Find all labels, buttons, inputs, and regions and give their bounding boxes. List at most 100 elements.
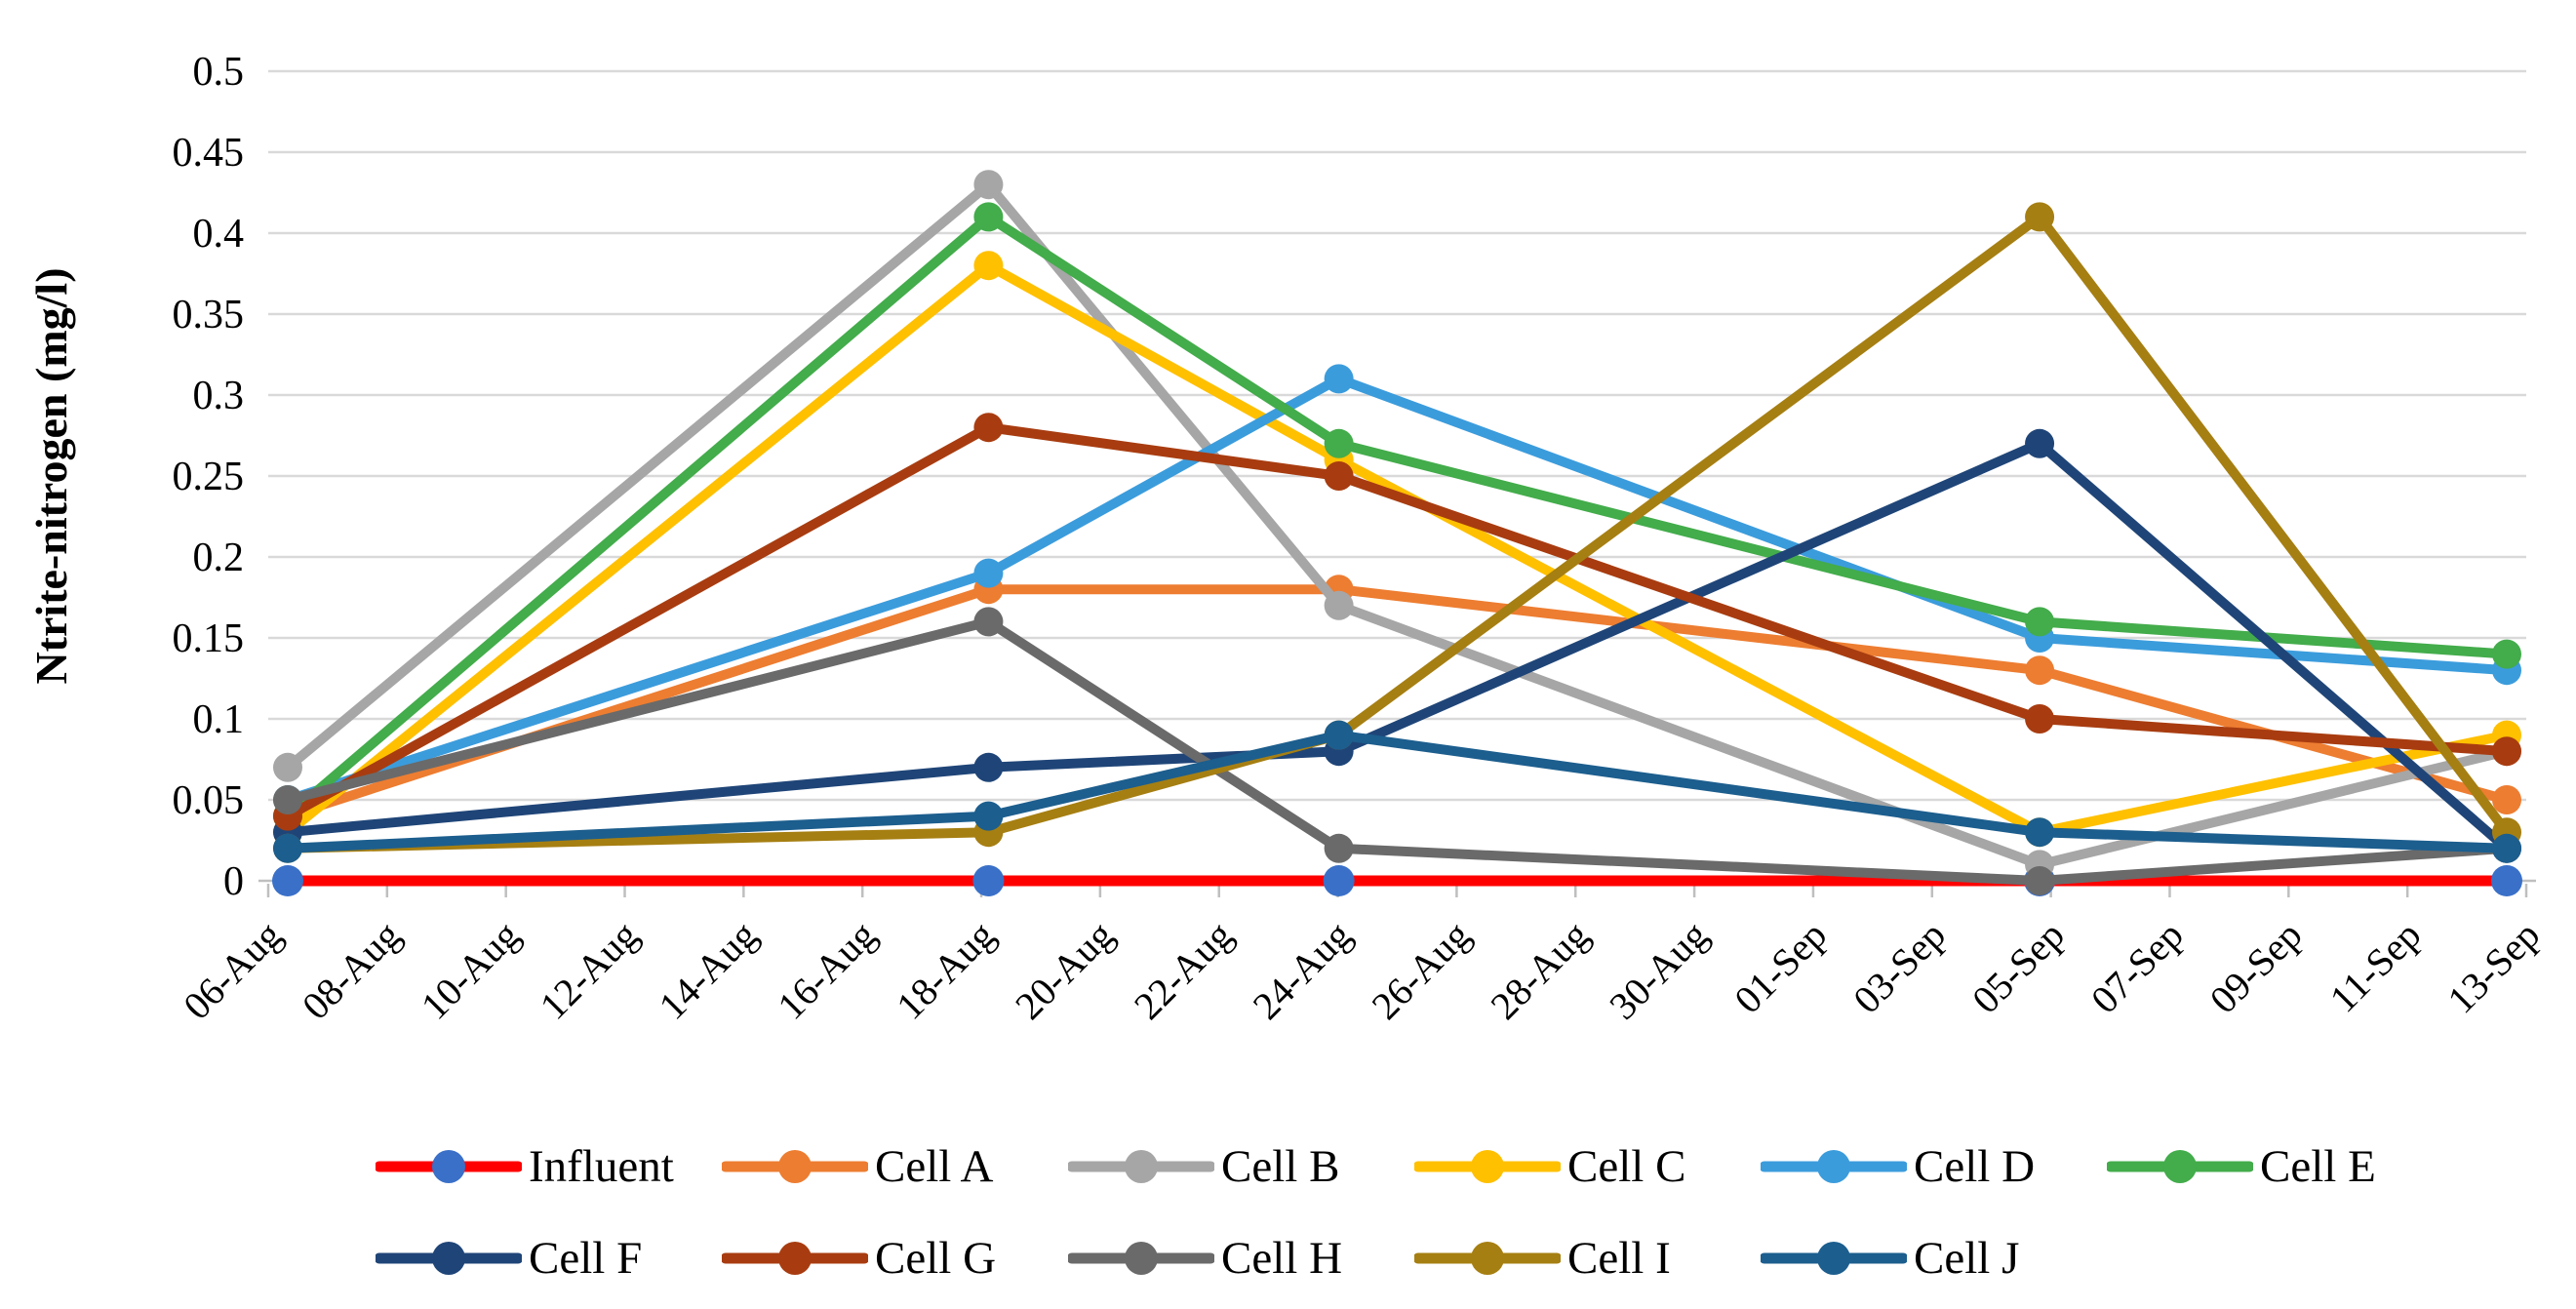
x-tick-label: 10-Aug [413,913,528,1028]
x-tick-label: 01-Sep [1725,913,1835,1022]
x-axis: 06-Aug 08-Aug 10-Aug 12-Aug 14-Aug 16-Aug 18-A… [175,879,2548,1028]
legend-label: Cell D [1914,1141,2036,1192]
y-tick-label: 0.3 [193,374,245,418]
legend-label: Cell H [1221,1233,1343,1284]
data-point [2025,428,2055,458]
legend-label: Influent [529,1141,674,1192]
data-point [273,833,302,863]
legend-label: Cell J [1914,1233,2020,1284]
data-point [973,251,1004,281]
data-point [2492,833,2521,863]
legend-marker-cell-a [722,1150,868,1183]
legend-item-influent: Influent [376,1132,722,1201]
legend-item-cell-j: Cell J [1761,1224,2107,1292]
x-tick-label: 20-Aug [1007,913,1122,1028]
y-tick-label: 0.5 [193,50,245,95]
legend-item-cell-g: Cell G [722,1224,1068,1292]
x-tick-label: 24-Aug [1245,913,1360,1028]
y-tick-label: 0.35 [173,293,245,337]
data-point [1324,364,1354,394]
data-point [272,865,303,896]
legend-item-cell-h: Cell H [1068,1224,1414,1292]
legend-item-cell-c: Cell C [1414,1132,1761,1201]
legend-marker-cell-b [1068,1150,1214,1183]
data-point [1324,461,1354,491]
x-tick-label: 14-Aug [650,913,765,1028]
legend-label: Cell A [875,1141,994,1192]
legend-label: Cell C [1567,1141,1686,1192]
x-tick-label: 08-Aug [294,913,409,1028]
data-point [2025,655,2055,686]
y-tick-label: 0.05 [173,778,245,823]
legend-marker-influent [376,1150,522,1183]
series-cell-j [273,720,2521,863]
data-point [973,558,1004,588]
legend-row-1: Influent Cell A Cell B Cell C Cell D Cell E [376,1132,2453,1201]
x-tick-label: 11-Sep [2321,913,2430,1021]
legend-item-cell-i: Cell I [1414,1224,1761,1292]
x-tick-label: 09-Sep [2201,913,2311,1022]
data-point [2025,202,2055,232]
data-point [973,170,1004,200]
data-point [2025,704,2055,734]
x-tick-label: 22-Aug [1126,913,1241,1028]
legend-label: Cell E [2260,1141,2376,1192]
data-point [2025,817,2055,848]
data-point [973,801,1004,831]
data-point [973,607,1004,637]
x-tick-label: 30-Aug [1601,913,1716,1028]
data-point [1324,590,1354,620]
y-tick-label: 0 [223,859,244,904]
data-point [273,785,302,814]
x-tick-label: 07-Sep [2082,913,2192,1022]
data-point [973,752,1004,782]
y-tick-label: 0.45 [173,131,245,176]
legend-marker-cell-g [722,1242,868,1275]
data-point [973,202,1004,232]
data-point [973,413,1004,443]
series-cell-b [273,170,2521,880]
x-tick-label: 18-Aug [888,913,1003,1028]
data-point [1324,720,1354,750]
legend-marker-cell-i [1414,1242,1561,1275]
data-point [2491,865,2522,896]
y-tick-label: 0.2 [193,536,245,580]
x-tick-label: 03-Sep [1844,913,1954,1022]
series-line [283,374,2512,805]
y-tick-label: 0.4 [193,212,245,257]
series-cell-e [273,202,2521,831]
data-point [1324,428,1354,458]
y-tick-label: 0.25 [173,455,245,499]
legend-marker-cell-c [1414,1150,1561,1183]
x-tick-label: 26-Aug [1364,913,1479,1028]
series-cell-i [273,202,2521,863]
x-tick-label: 13-Sep [2438,913,2548,1022]
series-cell-g [273,413,2521,831]
legend-label: Cell G [875,1233,997,1284]
data-point [2492,639,2521,669]
data-point [273,752,302,782]
legend-marker-cell-d [1761,1150,1907,1183]
x-tick-label: 05-Sep [1963,913,2073,1022]
data-point [972,865,1005,896]
y-tick-label: 0.15 [173,616,245,661]
legend-row-2: Cell F Cell G Cell H Cell I Cell J [376,1224,2107,1292]
data-point [2492,785,2521,814]
legend-item-cell-d: Cell D [1761,1132,2107,1201]
data-point [2025,866,2055,895]
series-line [283,179,2512,870]
series-cell-c [273,251,2521,848]
y-axis: 0 0.05 0.1 0.15 0.2 0.25 0.3 0.35 0.4 0.45 0.5 [173,50,245,904]
legend-item-cell-a: Cell A [722,1132,1068,1201]
y-tick-label: 0.1 [193,697,245,742]
legend-marker-cell-h [1068,1242,1214,1275]
x-tick-label: 06-Aug [175,913,290,1028]
data-point [2492,736,2521,767]
data-point [1324,833,1354,863]
legend-label: Cell B [1221,1141,1340,1192]
gridlines [268,69,2526,802]
data-point [1323,865,1355,896]
legend-label: Cell F [529,1233,643,1284]
